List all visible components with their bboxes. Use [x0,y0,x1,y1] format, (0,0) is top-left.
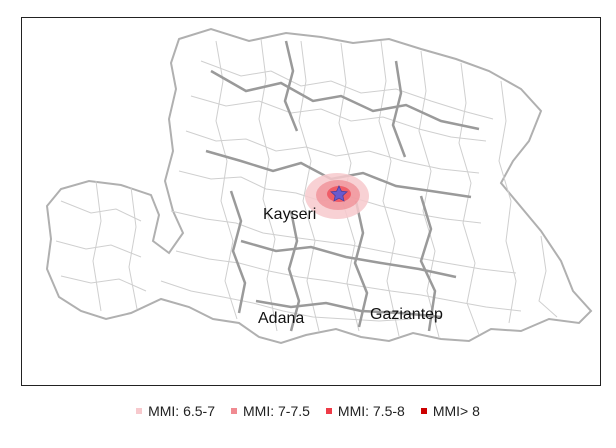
legend-item: MMI: 6.5-7 [136,403,215,419]
legend-swatch-icon [325,408,332,414]
legend-item: MMI: 7.5-8 [325,403,405,419]
legend-swatch-icon [420,408,427,414]
star-icon[interactable] [330,185,348,202]
legend-item: MMI> 8 [420,403,480,419]
city-label-adana: Adana [258,310,305,327]
legend-label: MMI: 7.5-8 [337,403,405,419]
city-label-kayseri: Kayseri [263,206,317,223]
district-borders [55,38,558,338]
legend: MMI: 6.5-7 MMI: 7-7.5 MMI: 7.5-8 MMI> 8 [0,400,616,422]
region-map[interactable] [22,18,601,386]
legend-label: MMI> 8 [432,403,480,419]
legend-item: MMI: 7-7.5 [231,403,310,419]
legend-swatch-icon [231,408,237,414]
city-label-gaziantep: Gaziantep [370,306,443,323]
legend-label: MMI: 6.5-7 [148,403,215,419]
region-outline [45,27,593,345]
map-frame[interactable]: Kayseri Adana Gaziantep [21,17,601,386]
legend-label: MMI: 7-7.5 [243,403,310,419]
legend-swatch-icon [136,408,143,414]
